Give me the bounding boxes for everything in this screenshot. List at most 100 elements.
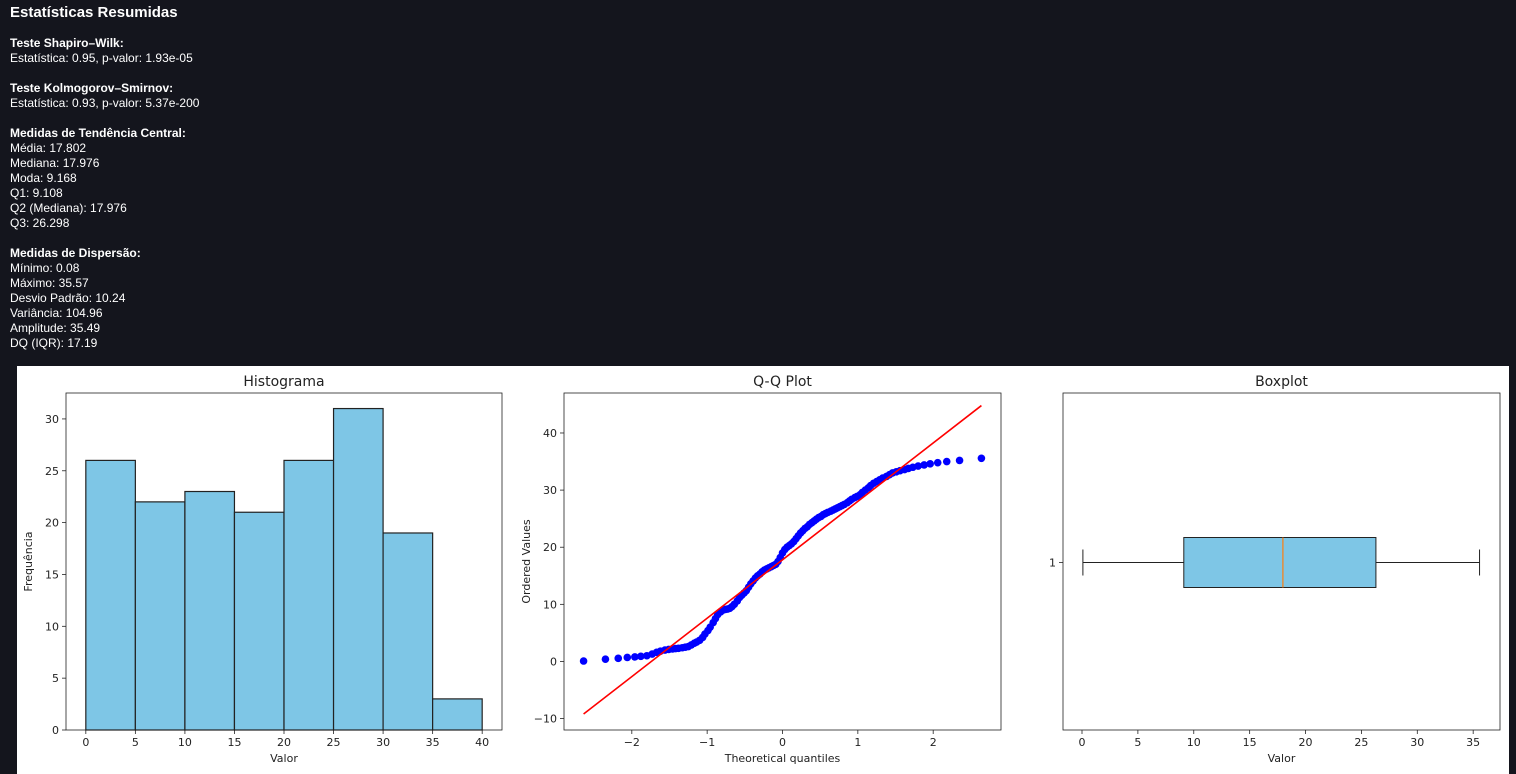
y-tick-label: 25 <box>45 465 59 478</box>
y-tick-label: 30 <box>543 484 557 497</box>
section-heading: Medidas de Dispersão: <box>10 246 141 260</box>
x-tick-label: 30 <box>376 736 390 749</box>
x-axis-label: Valor <box>1268 752 1296 765</box>
stat-line: DQ (IQR): 17.19 <box>10 336 98 350</box>
section-heading: Teste Kolmogorov–Smirnov: <box>10 81 174 95</box>
qq-point <box>614 654 623 663</box>
x-tick-label: 10 <box>178 736 192 749</box>
histogram-bar <box>382 532 434 731</box>
x-tick-label: 20 <box>1299 736 1313 749</box>
y-tick-label: 20 <box>543 541 557 554</box>
stat-line: Desvio Padrão: 10.24 <box>10 291 126 305</box>
y-axis-label: Frequência <box>22 531 35 591</box>
axes-frame <box>563 392 1002 731</box>
qq-point <box>955 456 964 465</box>
x-axis-label: Theoretical quantiles <box>724 752 841 765</box>
histogram-bar <box>184 490 236 731</box>
x-tick-label: 40 <box>475 736 489 749</box>
stat-line: Estatística: 0.93, p-valor: 5.37e-200 <box>10 96 200 110</box>
stat-line: Mediana: 17.976 <box>10 156 100 170</box>
y-tick-label: 1 <box>1049 557 1056 570</box>
histogram-bar <box>332 407 384 731</box>
qq-point <box>579 657 588 665</box>
chart-title: Boxplot <box>1255 374 1308 390</box>
y-tick-label: 40 <box>543 427 557 440</box>
summary-section: Medidas de Tendência Central: Média: 17.8… <box>10 126 610 231</box>
x-tick-label: 5 <box>1134 736 1141 749</box>
qq-point <box>977 454 986 463</box>
x-tick-label: 1 <box>854 736 861 749</box>
x-tick-label: 2 <box>930 736 937 749</box>
y-tick-label: −10 <box>534 713 557 726</box>
stat-line: Estatística: 0.95, p-valor: 1.93e-05 <box>10 51 193 65</box>
stat-line: Q3: 26.298 <box>10 216 70 230</box>
chart-1: Q-Q Plot Theoretical quantiles Ordered Val… <box>520 374 1002 765</box>
histogram-bar <box>85 459 136 731</box>
charts-figure: Histograma Valor Frequência 0 5 10 15 20 25 30 35 4… <box>17 366 1509 774</box>
y-axis-label: Ordered Values <box>520 519 533 603</box>
x-tick-label: 0 <box>1079 736 1086 749</box>
qq-point <box>926 460 934 468</box>
qq-point <box>933 458 942 467</box>
x-tick-label: 25 <box>1354 736 1368 749</box>
x-tick-label: 15 <box>1243 736 1257 749</box>
x-tick-label: 0 <box>779 736 786 749</box>
stat-line: Variância: 104.96 <box>10 306 103 320</box>
stat-line: Média: 17.802 <box>10 141 87 155</box>
summary-section: Teste Shapiro–Wilk: Estatística: 0.95, p-… <box>10 36 610 66</box>
qq-point <box>914 462 922 470</box>
qq-point <box>920 461 928 469</box>
stat-line: Q1: 9.108 <box>10 186 63 200</box>
x-tick-label: 10 <box>1187 736 1201 749</box>
x-tick-label: 15 <box>227 736 241 749</box>
y-tick-label: 30 <box>45 413 59 426</box>
stat-line: Mínimo: 0.08 <box>10 261 80 275</box>
box-iqr <box>1183 537 1377 588</box>
x-tick-label: 25 <box>327 736 341 749</box>
section-heading: Teste Shapiro–Wilk: <box>10 36 124 50</box>
y-tick-label: 0 <box>52 724 59 737</box>
qq-point <box>623 653 632 662</box>
axes-frame <box>65 392 503 731</box>
stat-line: Q2 (Mediana): 17.976 <box>10 201 127 215</box>
x-tick-label: 30 <box>1410 736 1424 749</box>
qq-point <box>601 655 610 663</box>
x-tick-label: −1 <box>699 736 715 749</box>
x-tick-label: 0 <box>82 736 89 749</box>
summary-panel: Estatísticas Resumidas Teste Shapiro–Wil… <box>10 4 610 366</box>
stat-line: Amplitude: 35.49 <box>10 321 101 335</box>
chart-0: Histograma Valor Frequência 0 5 10 15 20 25 30 35 4… <box>22 374 503 765</box>
qq-fit-line <box>583 404 982 715</box>
x-tick-label: −2 <box>624 736 640 749</box>
y-tick-label: 15 <box>45 568 59 581</box>
stat-line: Moda: 9.168 <box>10 171 77 185</box>
histogram-bar <box>432 698 483 731</box>
x-tick-label: 5 <box>132 736 139 749</box>
histogram-bar <box>283 459 335 731</box>
y-tick-label: 10 <box>543 598 557 611</box>
chart-title: Q-Q Plot <box>753 374 812 390</box>
summary-section: Teste Kolmogorov–Smirnov: Estatística: 0.… <box>10 81 610 111</box>
x-axis-label: Valor <box>270 752 298 765</box>
summary-section: Medidas de Dispersão: Mínimo: 0.08 Máximo:… <box>10 246 610 351</box>
x-tick-label: 20 <box>277 736 291 749</box>
summary-sections: Teste Shapiro–Wilk: Estatística: 0.95, p-… <box>10 36 610 351</box>
y-tick-label: 10 <box>45 620 59 633</box>
y-tick-label: 20 <box>45 517 59 530</box>
qq-point <box>942 457 951 466</box>
qq-point <box>631 653 639 661</box>
x-tick-label: 35 <box>426 736 440 749</box>
stat-line: Máximo: 35.57 <box>10 276 89 290</box>
chart-2: Boxplot Valor 0 5 10 15 20 25 30 35 1 <box>1049 374 1501 765</box>
x-tick-label: 35 <box>1466 736 1480 749</box>
histogram-bar <box>233 511 285 731</box>
y-tick-label: 0 <box>550 655 557 668</box>
axes-frame <box>1062 392 1501 731</box>
summary-title: Estatísticas Resumidas <box>10 4 178 21</box>
qq-point <box>637 652 645 661</box>
histogram-bar <box>134 501 186 731</box>
y-tick-label: 5 <box>52 672 59 685</box>
section-heading: Medidas de Tendência Central: <box>10 126 186 140</box>
chart-title: Histograma <box>243 374 324 390</box>
